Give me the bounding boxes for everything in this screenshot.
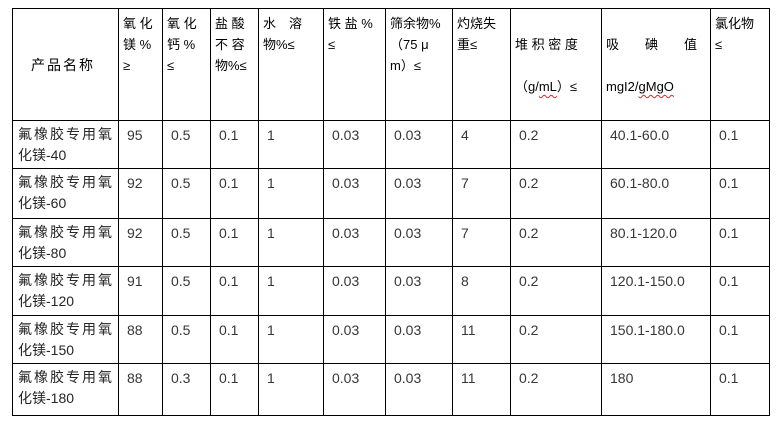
value-cell: 7: [452, 168, 511, 219]
value-cell: 0.2: [510, 363, 602, 416]
column-header-iodine-value: 吸 碘 值 mgI2/gMgO: [601, 8, 711, 121]
product-name-cell: 氟橡胶专用氧化镁-120: [12, 266, 119, 316]
value-cell: 1: [258, 315, 324, 364]
product-name-cell: 氟橡胶专用氧化镁-150: [12, 315, 119, 364]
value-cell: 0.2: [510, 266, 602, 316]
bulk-density-unit: （g/mL）≤: [515, 79, 578, 94]
header-row: 产品名称 氧 化 镁 % ≥ 氧 化 钙 % ≤ 盐 酸 不 容 物%≤ 水 溶…: [12, 8, 770, 121]
column-header-cao: 氧 化 钙 % ≤: [162, 8, 211, 121]
value-cell: 0.03: [385, 218, 453, 267]
product-name-cell: 氟橡胶专用氧化镁-40: [12, 120, 119, 169]
value-cell: 0.2: [510, 120, 602, 169]
value-cell: 0.03: [323, 315, 386, 364]
value-cell: 0.1: [710, 168, 770, 219]
value-cell: 95: [118, 120, 163, 169]
iodine-value-title: 吸 碘 值: [606, 37, 698, 52]
value-cell: 0.03: [323, 218, 386, 267]
value-cell: 0.1: [710, 315, 770, 364]
column-header-ignition-loss: 灼烧失 重≤: [452, 8, 511, 121]
value-cell: 0.1: [710, 120, 770, 169]
value-cell: 0.1: [210, 266, 259, 316]
value-cell: 0.1: [210, 363, 259, 416]
value-cell: 0.5: [162, 315, 211, 364]
table-row: 氟橡胶专用氧化镁-60 92 0.5 0.1 1 0.03 0.03 7 0.2…: [12, 168, 770, 219]
value-cell: 1: [258, 218, 324, 267]
value-cell: 0.5: [162, 218, 211, 267]
value-cell: 88: [118, 315, 163, 364]
value-cell: 0.03: [323, 363, 386, 416]
product-name-cell: 氟橡胶专用氧化镁-180: [12, 363, 119, 416]
value-cell: 0.1: [210, 218, 259, 267]
column-header-hcl-insoluble: 盐 酸 不 容 物%≤: [210, 8, 259, 121]
value-cell: 88: [118, 363, 163, 416]
value-cell: 92: [118, 218, 163, 267]
product-name-cell: 氟橡胶专用氧化镁-80: [12, 218, 119, 267]
value-cell: 1: [258, 363, 324, 416]
value-cell: 0.03: [323, 168, 386, 219]
value-cell: 0.2: [510, 218, 602, 267]
value-cell: 120.1-150.0: [601, 266, 711, 316]
value-cell: 1: [258, 266, 324, 316]
value-cell: 0.5: [162, 168, 211, 219]
value-cell: 0.03: [385, 363, 453, 416]
table-row: 氟橡胶专用氧化镁-120 91 0.5 0.1 1 0.03 0.03 8 0.…: [12, 266, 770, 316]
column-header-iron-salt: 铁 盐 % ≤: [323, 8, 386, 121]
value-cell: 0.03: [385, 168, 453, 219]
value-cell: 1: [258, 120, 324, 169]
value-cell: 0.03: [385, 266, 453, 316]
column-header-water-soluble: 水 溶 物%≤: [258, 8, 324, 121]
value-cell: 0.03: [323, 266, 386, 316]
iodine-value-unit: mgI2/gMgO: [606, 79, 674, 94]
value-cell: 0.1: [710, 218, 770, 267]
value-cell: 1: [258, 168, 324, 219]
value-cell: 11: [452, 363, 511, 416]
column-header-sieve-residue: 筛余物% （75 μ m）≤: [385, 8, 453, 121]
value-cell: 11: [452, 315, 511, 364]
value-cell: 0.03: [323, 120, 386, 169]
bulk-density-title: 堆 积 密 度: [515, 37, 578, 52]
value-cell: 0.1: [210, 315, 259, 364]
value-cell: 0.1: [210, 120, 259, 169]
value-cell: 0.5: [162, 266, 211, 316]
value-cell: 4: [452, 120, 511, 169]
product-spec-table: 产品名称 氧 化 镁 % ≥ 氧 化 钙 % ≤ 盐 酸 不 容 物%≤ 水 溶…: [12, 8, 770, 416]
column-header-chloride: 氯化物 ≤: [710, 8, 770, 121]
value-cell: 0.1: [710, 363, 770, 416]
value-cell: 91: [118, 266, 163, 316]
value-cell: 80.1-120.0: [601, 218, 711, 267]
spellcheck-underline: mL: [538, 79, 557, 94]
value-cell: 0.1: [710, 266, 770, 316]
column-header-bulk-density: 堆 积 密 度 （g/mL）≤: [510, 8, 602, 121]
table-row: 氟橡胶专用氧化镁-80 92 0.5 0.1 1 0.03 0.03 7 0.2…: [12, 218, 770, 267]
value-cell: 0.2: [510, 168, 602, 219]
value-cell: 0.3: [162, 363, 211, 416]
spellcheck-underline: gMgO: [638, 79, 674, 94]
value-cell: 150.1-180.0: [601, 315, 711, 364]
value-cell: 40.1-60.0: [601, 120, 711, 169]
column-header-product-name: 产品名称: [12, 8, 119, 121]
value-cell: 7: [452, 218, 511, 267]
product-name-cell: 氟橡胶专用氧化镁-60: [12, 168, 119, 219]
value-cell: 92: [118, 168, 163, 219]
column-header-mgo: 氧 化 镁 % ≥: [118, 8, 163, 121]
value-cell: 60.1-80.0: [601, 168, 711, 219]
table-row: 氟橡胶专用氧化镁-180 88 0.3 0.1 1 0.03 0.03 11 0…: [12, 363, 770, 416]
value-cell: 8: [452, 266, 511, 316]
value-cell: 0.5: [162, 120, 211, 169]
table-row: 氟橡胶专用氧化镁-40 95 0.5 0.1 1 0.03 0.03 4 0.2…: [12, 120, 770, 169]
value-cell: 180: [601, 363, 711, 416]
table-row: 氟橡胶专用氧化镁-150 88 0.5 0.1 1 0.03 0.03 11 0…: [12, 315, 770, 364]
value-cell: 0.1: [210, 168, 259, 219]
value-cell: 0.2: [510, 315, 602, 364]
value-cell: 0.03: [385, 315, 453, 364]
value-cell: 0.03: [385, 120, 453, 169]
